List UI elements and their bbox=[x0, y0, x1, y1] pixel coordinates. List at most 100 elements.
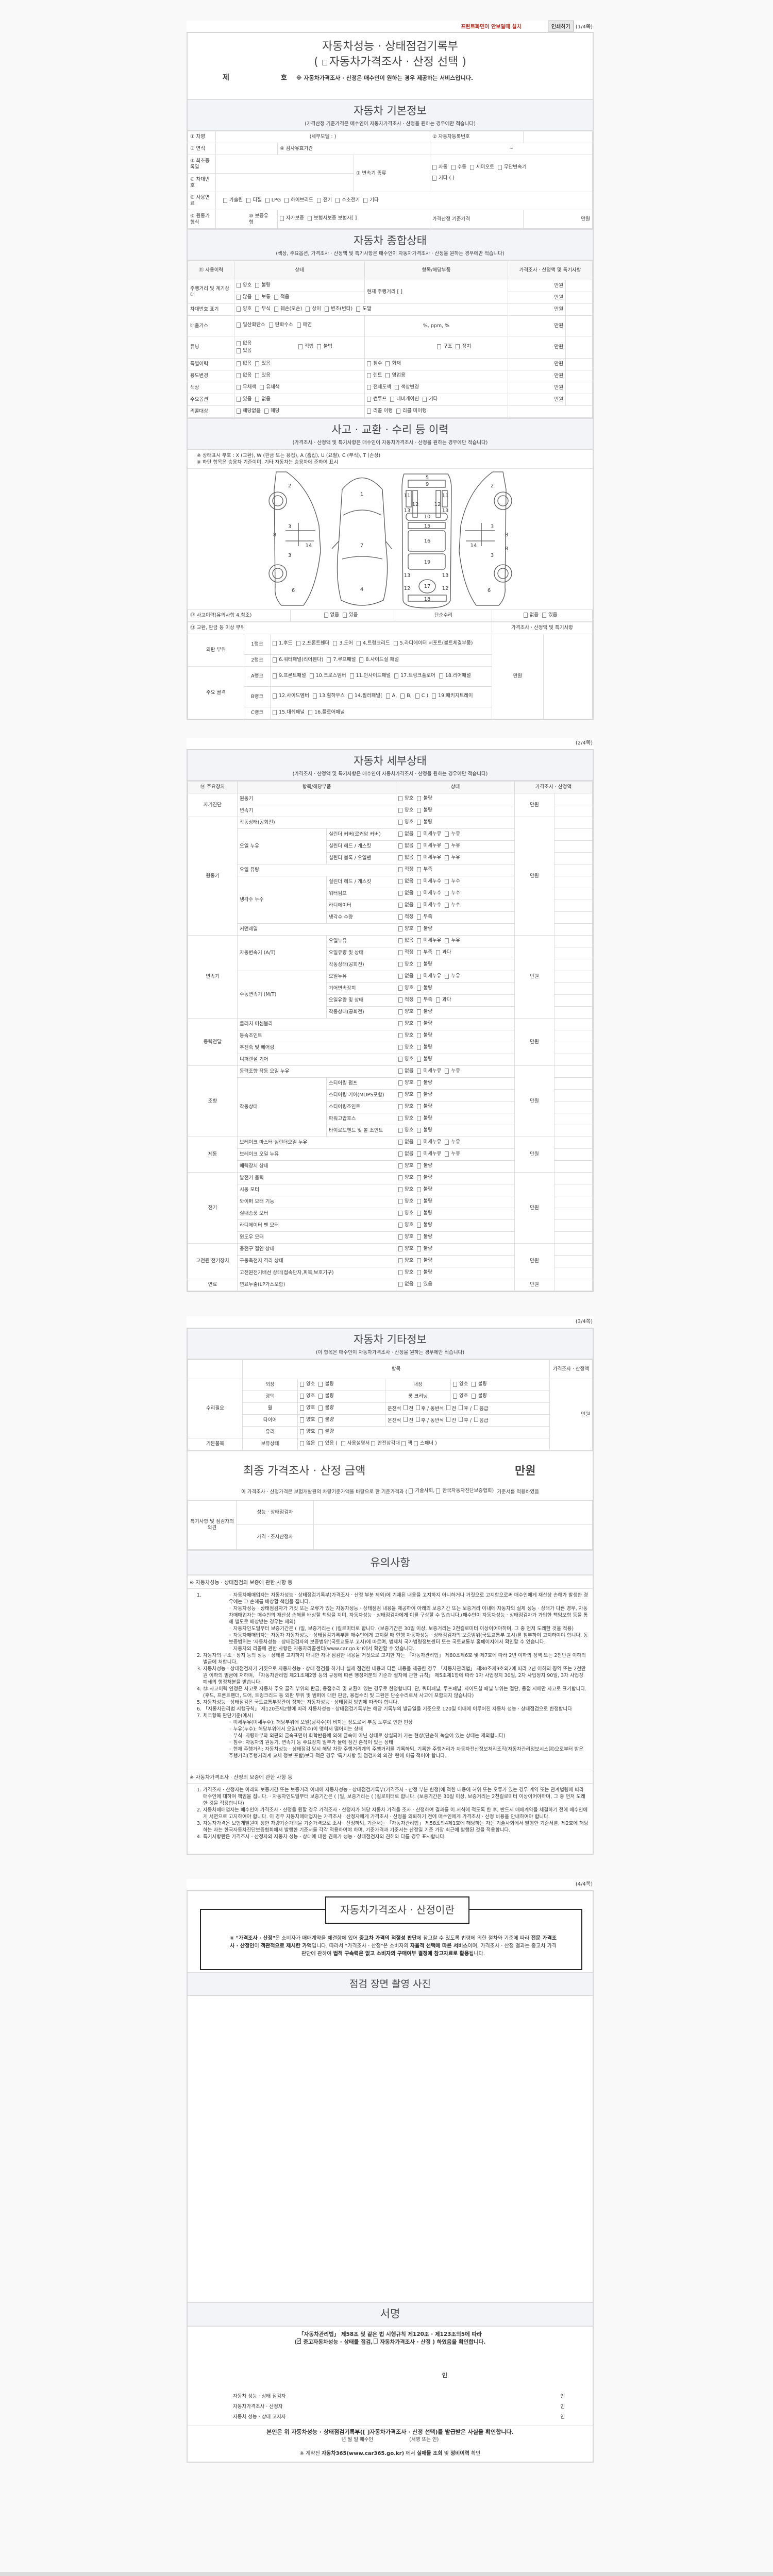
checkbox-option[interactable]: 디젤 bbox=[246, 197, 262, 204]
appraisal-checkbox[interactable] bbox=[374, 2338, 378, 2344]
checkbox-option[interactable]: 영업용 bbox=[385, 372, 406, 379]
checkbox[interactable] bbox=[398, 890, 402, 896]
price-field[interactable]: 만원 bbox=[514, 1172, 554, 1244]
note-field[interactable] bbox=[554, 1231, 593, 1244]
checkbox-option[interactable]: 불량 bbox=[417, 1246, 432, 1252]
checkbox-option[interactable]: 보험사보증 보험사[ ] bbox=[307, 215, 357, 222]
checkbox-option[interactable]: 불량 bbox=[417, 1187, 432, 1193]
checkbox-option[interactable]: 일산화탄소 bbox=[237, 322, 265, 328]
checkbox[interactable] bbox=[445, 1151, 449, 1157]
checkbox[interactable] bbox=[260, 384, 264, 390]
checkbox-option[interactable]: 불량 bbox=[417, 1115, 432, 1122]
checkbox-option[interactable]: 스패너 ) bbox=[413, 1440, 437, 1447]
note-field[interactable] bbox=[554, 864, 593, 876]
note-field[interactable] bbox=[554, 923, 593, 936]
checkbox[interactable] bbox=[246, 197, 251, 203]
price-field[interactable]: 만원 bbox=[514, 793, 554, 817]
note-field[interactable] bbox=[554, 1137, 593, 1149]
vin-field[interactable] bbox=[215, 173, 354, 192]
checkbox-option[interactable]: 양호 bbox=[398, 1234, 413, 1240]
checkbox[interactable] bbox=[398, 855, 402, 860]
checkbox-option[interactable]: 불량 bbox=[318, 1417, 334, 1423]
checkbox[interactable] bbox=[445, 831, 449, 837]
checkbox-option[interactable]: 누유 bbox=[445, 973, 460, 979]
checkbox[interactable] bbox=[404, 1417, 408, 1422]
checkbox[interactable] bbox=[417, 807, 422, 813]
checkbox-option[interactable]: 양호 bbox=[398, 926, 413, 932]
note-field[interactable] bbox=[554, 1018, 593, 1030]
checkbox[interactable] bbox=[415, 693, 419, 699]
year-field[interactable] bbox=[215, 143, 278, 155]
checkbox[interactable] bbox=[398, 1139, 402, 1145]
price-service-checkbox[interactable] bbox=[322, 60, 327, 65]
checkbox-option[interactable]: 수동 bbox=[451, 164, 466, 171]
checkbox-option[interactable]: 불량 bbox=[417, 1163, 432, 1169]
checkbox[interactable] bbox=[316, 197, 321, 203]
note-field[interactable] bbox=[554, 852, 593, 865]
note-field[interactable] bbox=[554, 1172, 593, 1184]
checkbox-option[interactable]: 불량 bbox=[417, 1032, 432, 1039]
checkbox[interactable] bbox=[453, 1393, 457, 1399]
checkbox[interactable] bbox=[394, 384, 399, 390]
checkbox[interactable] bbox=[300, 1405, 304, 1411]
checkbox[interactable] bbox=[445, 878, 449, 884]
checkbox[interactable] bbox=[385, 693, 390, 699]
checkbox-option[interactable]: 11.인사이드패널 bbox=[349, 673, 391, 679]
checkbox-option[interactable]: 1.후드 bbox=[273, 640, 293, 647]
checkbox[interactable] bbox=[300, 1417, 304, 1422]
checkbox[interactable] bbox=[432, 175, 437, 181]
checkbox[interactable] bbox=[417, 843, 422, 849]
checkbox-option[interactable]: 미세누유 bbox=[417, 1139, 441, 1145]
checkbox[interactable] bbox=[417, 973, 422, 979]
appraiser-opinion-field[interactable] bbox=[313, 1524, 593, 1550]
checkbox-option[interactable]: 양호 bbox=[300, 1405, 315, 1411]
price-field[interactable]: 만원 bbox=[508, 358, 566, 370]
checkbox-option[interactable]: 불량 bbox=[417, 1009, 432, 1015]
checkbox[interactable] bbox=[371, 1440, 376, 1446]
checkbox-option[interactable]: 부족 bbox=[417, 997, 432, 1003]
checkbox-option[interactable]: 15.대쉬패널 bbox=[273, 709, 305, 716]
checkbox[interactable] bbox=[417, 1127, 422, 1133]
checkbox-option[interactable]: 양호 bbox=[398, 795, 413, 802]
checkbox-option[interactable]: 6.쿼터패널(리어휀다) bbox=[273, 657, 323, 663]
checkbox-option[interactable]: 17.트렁크플로어 bbox=[394, 673, 435, 679]
checkbox-option[interactable]: 사용설명서 bbox=[341, 1440, 369, 1447]
checkbox-option[interactable]: 불량 bbox=[417, 1222, 432, 1228]
checkbox-option[interactable]: 양호 bbox=[300, 1393, 315, 1399]
checkbox[interactable] bbox=[417, 1234, 422, 1240]
checkbox[interactable] bbox=[268, 323, 273, 328]
checkbox-option[interactable]: 상이 bbox=[306, 306, 321, 312]
checkbox-option[interactable]: LPG bbox=[265, 197, 281, 204]
checkbox-option[interactable]: 없음 bbox=[398, 843, 413, 849]
checkbox[interactable] bbox=[237, 372, 241, 378]
checkbox-option[interactable]: 불량 bbox=[417, 819, 432, 825]
checkbox-option[interactable]: 적음 bbox=[274, 294, 289, 300]
checkbox-option[interactable]: 누유 bbox=[445, 843, 460, 849]
checkbox-option[interactable]: 불량 bbox=[318, 1429, 334, 1435]
checkbox-option[interactable]: 양호 bbox=[398, 961, 413, 968]
checkbox[interactable] bbox=[398, 973, 402, 979]
note-field[interactable] bbox=[554, 840, 593, 853]
checkbox[interactable] bbox=[398, 1115, 402, 1121]
note-field[interactable] bbox=[554, 1243, 593, 1256]
checkbox-option[interactable]: 불법 bbox=[317, 344, 332, 350]
checkbox[interactable] bbox=[417, 1281, 422, 1287]
checkbox[interactable] bbox=[367, 384, 371, 390]
checkbox-option[interactable]: 미세누유 bbox=[417, 973, 441, 979]
checkbox[interactable] bbox=[417, 985, 422, 991]
checkbox-option[interactable]: 양호 bbox=[398, 1115, 413, 1122]
checkbox[interactable] bbox=[398, 1163, 402, 1168]
checkbox[interactable] bbox=[472, 1393, 476, 1399]
checkbox-option[interactable]: 렌트 bbox=[367, 372, 382, 379]
checkbox-option[interactable]: 불량 bbox=[417, 807, 432, 814]
checkbox[interactable] bbox=[398, 1127, 402, 1133]
checkbox[interactable] bbox=[273, 641, 277, 646]
checkbox[interactable] bbox=[417, 1163, 422, 1168]
checkbox-option[interactable]: 무단변속기 bbox=[497, 164, 527, 171]
checkbox[interactable] bbox=[306, 306, 310, 312]
checkbox-option[interactable]: 리콜 미이행 bbox=[396, 408, 427, 414]
checkbox[interactable] bbox=[400, 693, 405, 699]
checkbox[interactable] bbox=[417, 902, 422, 908]
checkbox-option[interactable]: 누수 bbox=[445, 902, 460, 908]
checkbox[interactable] bbox=[398, 1032, 402, 1038]
